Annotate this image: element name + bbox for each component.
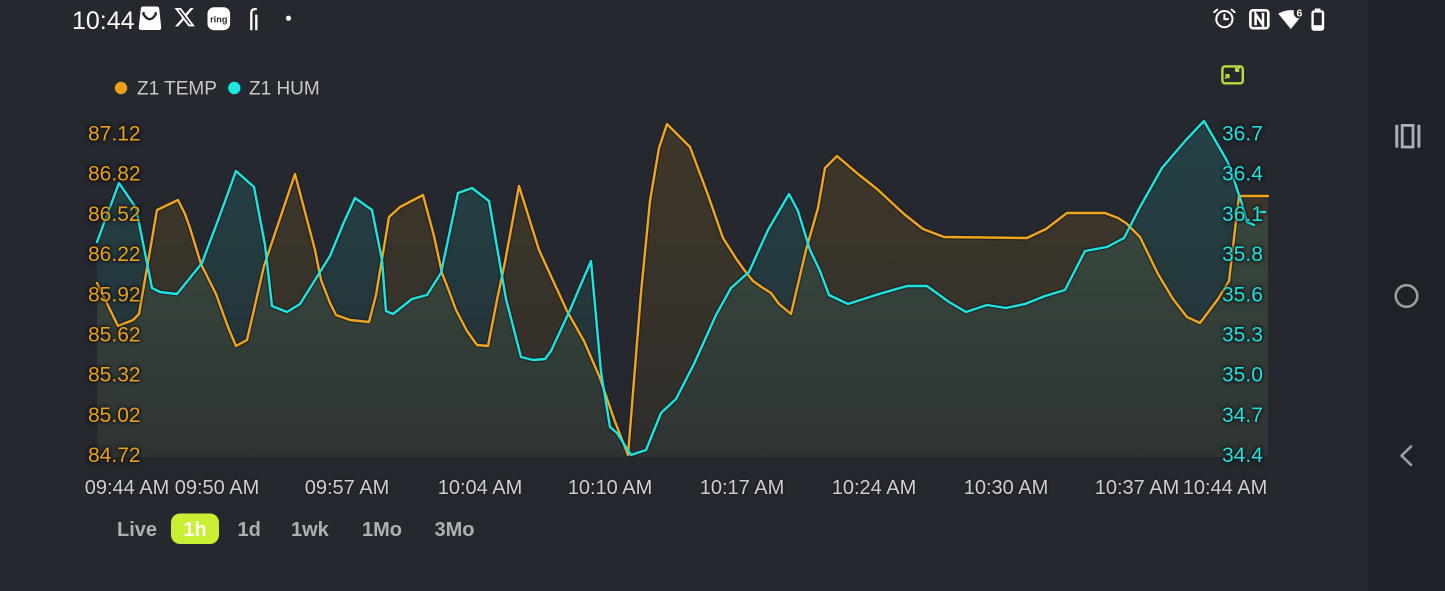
svg-text:ring: ring bbox=[210, 14, 227, 24]
svg-text:86.52: 86.52 bbox=[88, 203, 141, 226]
svg-text:1Mo: 1Mo bbox=[362, 519, 402, 541]
svg-text:1wk: 1wk bbox=[291, 519, 330, 541]
svg-text:Z1 TEMP: Z1 TEMP bbox=[137, 79, 217, 100]
svg-text:10:44 AM: 10:44 AM bbox=[1183, 477, 1268, 499]
svg-text:86.22: 86.22 bbox=[88, 243, 141, 266]
svg-text:Live: Live bbox=[117, 519, 157, 541]
svg-text:10:10 AM: 10:10 AM bbox=[568, 477, 653, 499]
svg-text:35.8: 35.8 bbox=[1222, 243, 1263, 266]
svg-text:85.92: 85.92 bbox=[88, 283, 141, 306]
svg-text:10:04 AM: 10:04 AM bbox=[438, 477, 523, 499]
svg-text:10:17 AM: 10:17 AM bbox=[700, 477, 785, 499]
svg-text:36.1: 36.1 bbox=[1222, 203, 1263, 226]
svg-text:34.4: 34.4 bbox=[1222, 444, 1263, 467]
svg-text:85.62: 85.62 bbox=[88, 324, 141, 347]
svg-text:09:44 AM: 09:44 AM bbox=[85, 477, 170, 499]
svg-text:10:24 AM: 10:24 AM bbox=[832, 477, 917, 499]
svg-text:09:50 AM: 09:50 AM bbox=[175, 477, 260, 499]
svg-text:10:30 AM: 10:30 AM bbox=[964, 477, 1049, 499]
svg-text:34.7: 34.7 bbox=[1222, 404, 1263, 427]
svg-text:87.12: 87.12 bbox=[88, 123, 141, 146]
svg-text:35.6: 35.6 bbox=[1222, 283, 1263, 306]
svg-text:6: 6 bbox=[1296, 8, 1302, 20]
svg-text:85.32: 85.32 bbox=[88, 364, 141, 387]
svg-text:36.7: 36.7 bbox=[1222, 123, 1263, 146]
svg-text:35.0: 35.0 bbox=[1222, 364, 1263, 387]
svg-text:35.3: 35.3 bbox=[1222, 324, 1263, 347]
svg-text:Z1 HUM: Z1 HUM bbox=[249, 79, 320, 100]
svg-text:10:37 AM: 10:37 AM bbox=[1095, 477, 1180, 499]
svg-text:3Mo: 3Mo bbox=[435, 519, 475, 541]
svg-text:85.02: 85.02 bbox=[88, 404, 141, 427]
svg-text:84.72: 84.72 bbox=[88, 444, 141, 467]
svg-text:86.82: 86.82 bbox=[88, 163, 141, 186]
svg-text:10:44: 10:44 bbox=[72, 7, 135, 35]
svg-text:36.4: 36.4 bbox=[1222, 163, 1263, 186]
svg-text:1h: 1h bbox=[183, 519, 206, 541]
svg-text:09:57 AM: 09:57 AM bbox=[305, 477, 390, 499]
svg-text:1d: 1d bbox=[238, 519, 261, 541]
